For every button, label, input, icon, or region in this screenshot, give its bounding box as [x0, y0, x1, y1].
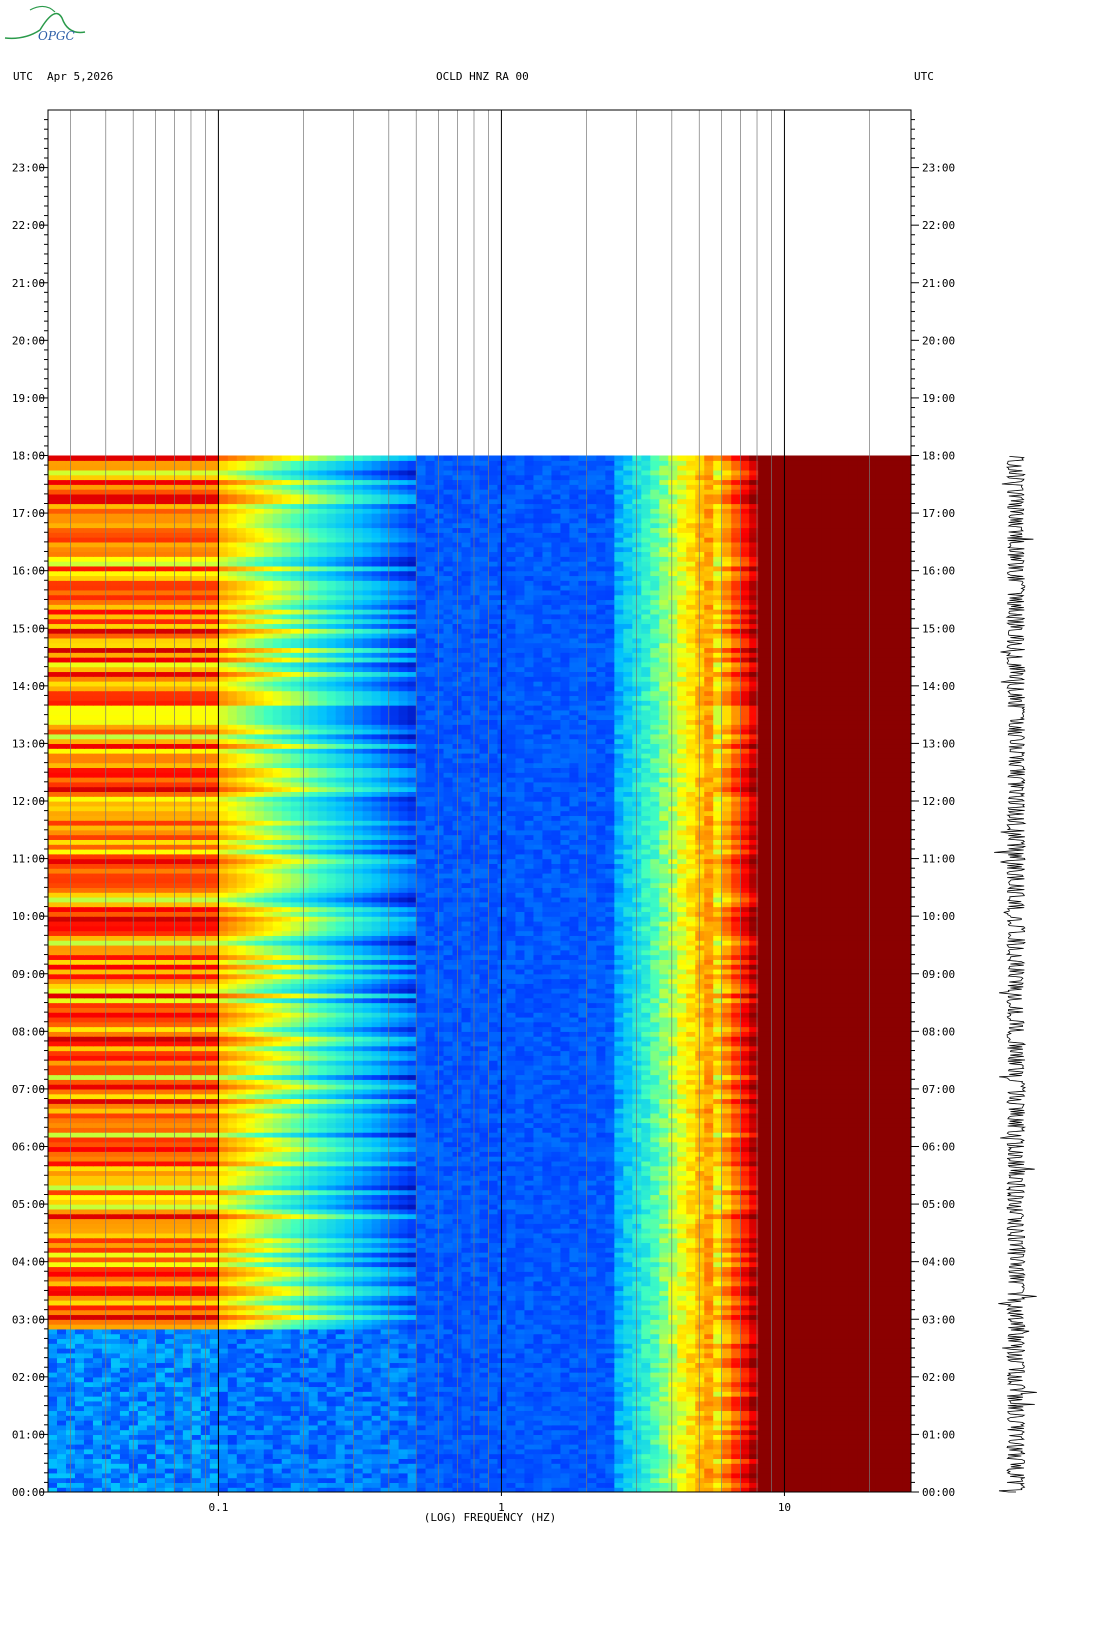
- y-tick-label-left: 11:00: [12, 853, 45, 866]
- y-tick-label-right: 21:00: [922, 277, 955, 290]
- y-tick-label-right: 23:00: [922, 162, 955, 175]
- y-tick-label-right: 16:00: [922, 565, 955, 578]
- y-tick-label-right: 08:00: [922, 1025, 955, 1038]
- seismogram-waveform: [994, 456, 1037, 1492]
- x-axis-label: (LOG) FREQUENCY (HZ): [424, 1511, 556, 1524]
- y-tick-label-left: 06:00: [12, 1141, 45, 1154]
- y-tick-label-right: 14:00: [922, 680, 955, 693]
- right-time-axis: 00:00 01:00 02:00 03:00 04:00 05:00 06:00 07:00…: [911, 120, 955, 1499]
- x-tick-label: 0.1: [208, 1501, 228, 1514]
- y-tick-label-left: 18:00: [12, 450, 45, 463]
- y-tick-label-right: 12:00: [922, 795, 955, 808]
- y-tick-label-right: 06:00: [922, 1141, 955, 1154]
- y-tick-label-right: 19:00: [922, 392, 955, 405]
- spectrogram-heatmap: [48, 456, 912, 1493]
- y-tick-label-right: 20:00: [922, 334, 955, 347]
- y-tick-label-left: 09:00: [12, 968, 45, 981]
- y-tick-label-left: 21:00: [12, 277, 45, 290]
- y-tick-label-left: 22:00: [12, 219, 45, 232]
- y-tick-label-right: 22:00: [922, 219, 955, 232]
- y-tick-label-right: 03:00: [922, 1313, 955, 1326]
- left-time-axis: 00:00 01:00 02:00 03:00 04:00 05:00 06:00 07:00…: [12, 120, 48, 1499]
- y-tick-label-left: 01:00: [12, 1428, 45, 1441]
- y-tick-label-right: 17:00: [922, 507, 955, 520]
- y-tick-label-right: 07:00: [922, 1083, 955, 1096]
- y-tick-label-left: 00:00: [12, 1486, 45, 1499]
- y-tick-label-left: 15:00: [12, 622, 45, 635]
- y-tick-label-right: 18:00: [922, 450, 955, 463]
- y-tick-label-right: 02:00: [922, 1371, 955, 1384]
- y-tick-label-right: 09:00: [922, 968, 955, 981]
- y-tick-label-right: 10:00: [922, 910, 955, 923]
- y-tick-label-left: 13:00: [12, 737, 45, 750]
- y-tick-label-right: 15:00: [922, 622, 955, 635]
- y-tick-label-left: 20:00: [12, 334, 45, 347]
- y-tick-label-right: 13:00: [922, 737, 955, 750]
- y-tick-label-right: 04:00: [922, 1256, 955, 1269]
- y-tick-label-left: 19:00: [12, 392, 45, 405]
- y-tick-label-left: 03:00: [12, 1313, 45, 1326]
- x-tick-label: 10: [778, 1501, 791, 1514]
- y-tick-label-left: 12:00: [12, 795, 45, 808]
- y-tick-label-left: 02:00: [12, 1371, 45, 1384]
- y-tick-label-left: 10:00: [12, 910, 45, 923]
- y-tick-label-left: 23:00: [12, 162, 45, 175]
- y-tick-label-left: 04:00: [12, 1256, 45, 1269]
- y-tick-label-right: 00:00: [922, 1486, 955, 1499]
- y-tick-label-left: 07:00: [12, 1083, 45, 1096]
- y-tick-label-left: 16:00: [12, 565, 45, 578]
- y-tick-label-left: 08:00: [12, 1025, 45, 1038]
- y-tick-label-right: 05:00: [922, 1198, 955, 1211]
- y-tick-label-right: 01:00: [922, 1428, 955, 1441]
- y-tick-label-left: 14:00: [12, 680, 45, 693]
- seismogram-trace: [994, 456, 1037, 1492]
- y-tick-label-left: 17:00: [12, 507, 45, 520]
- y-tick-label-left: 05:00: [12, 1198, 45, 1211]
- y-tick-label-right: 11:00: [922, 853, 955, 866]
